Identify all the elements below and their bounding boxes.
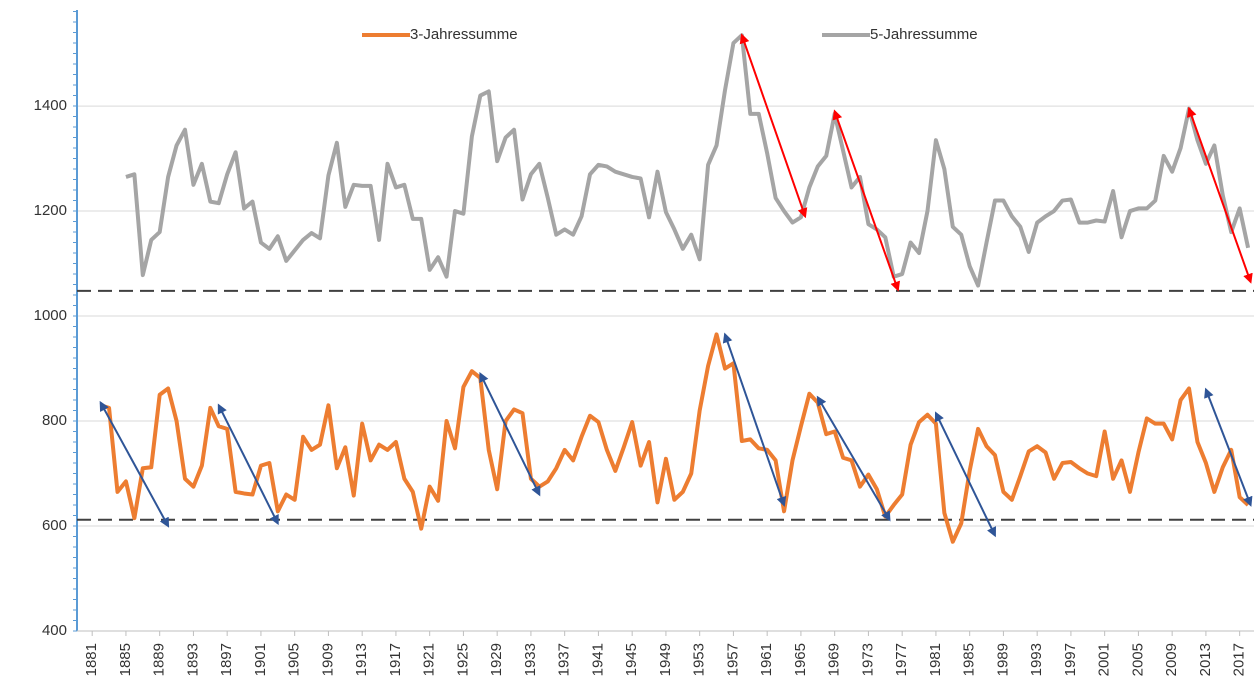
trend-arrow	[934, 411, 996, 538]
trend-arrow	[1204, 387, 1253, 507]
legend-label: 5-Jahressumme	[870, 26, 978, 43]
trend-arrow	[217, 403, 279, 526]
x-tick-label: 2005	[1129, 643, 1146, 676]
x-tick-label: 1949	[657, 643, 674, 676]
series-line	[125, 33, 1251, 288]
x-tick-label: 1957	[724, 643, 741, 676]
y-tick-label: 1000	[34, 307, 67, 324]
x-tick-label: 2001	[1096, 643, 1113, 676]
legend-label: 3-Jahressumme	[410, 26, 518, 43]
y-tick-label: 400	[42, 622, 67, 639]
x-tick-label: 2013	[1197, 643, 1214, 676]
trend-arrow	[479, 371, 541, 497]
x-tick-label: 1973	[859, 643, 876, 676]
trend-arrow	[722, 332, 787, 507]
y-tick-label: 600	[42, 517, 67, 534]
series-line	[100, 332, 1250, 544]
trend-arrow	[739, 33, 808, 219]
x-tick-label: 1889	[151, 643, 168, 676]
x-tick-label: 1989	[994, 643, 1011, 676]
y-tick-label: 1200	[34, 202, 67, 219]
trend-arrow	[816, 395, 891, 522]
x-tick-label: 1965	[792, 643, 809, 676]
trend-arrow	[832, 109, 900, 292]
x-tick-label: 1929	[488, 643, 505, 676]
x-tick-label: 1945	[623, 643, 640, 676]
x-tick-label: 1961	[758, 643, 775, 676]
x-tick-label: 1917	[387, 643, 404, 676]
x-tick-label: 1881	[83, 643, 100, 676]
x-tick-label: 1997	[1062, 643, 1079, 676]
x-tick-label: 1905	[286, 643, 303, 676]
x-tick-label: 1953	[691, 643, 708, 676]
x-tick-label: 1977	[893, 643, 910, 676]
trend-arrow	[1187, 106, 1253, 284]
x-tick-label: 1937	[556, 643, 573, 676]
x-tick-label: 1981	[927, 643, 944, 676]
x-tick-label: 1969	[826, 643, 843, 676]
x-tick-label: 1985	[961, 643, 978, 676]
x-tick-label: 1901	[252, 643, 269, 676]
y-tick-label: 1400	[34, 97, 67, 114]
x-tick-label: 1933	[522, 643, 539, 676]
x-tick-label: 1993	[1028, 643, 1045, 676]
x-tick-label: 2017	[1231, 643, 1248, 676]
x-tick-label: 1921	[421, 643, 438, 676]
x-tick-label: 1897	[218, 643, 235, 676]
x-tick-label: 1941	[589, 643, 606, 676]
x-tick-label: 1913	[353, 643, 370, 676]
x-tick-label: 1893	[184, 643, 201, 676]
x-tick-label: 1909	[319, 643, 336, 676]
x-tick-label: 1925	[454, 643, 471, 676]
x-tick-label: 2009	[1163, 643, 1180, 676]
trend-arrow	[99, 400, 170, 528]
y-tick-label: 800	[42, 412, 67, 429]
x-tick-label: 1885	[117, 643, 134, 676]
